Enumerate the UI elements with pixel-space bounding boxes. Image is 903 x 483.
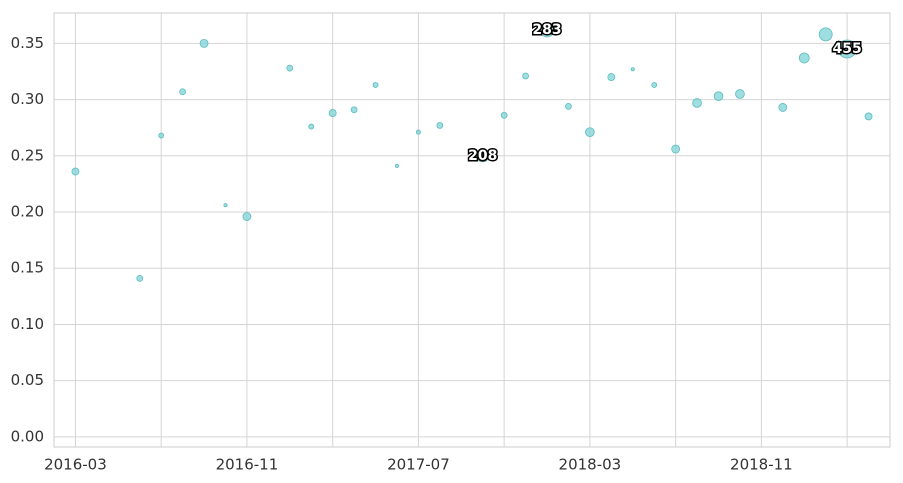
bubble: [476, 149, 490, 163]
x-tick-label: 2016-03: [44, 456, 107, 474]
y-tick-label: 0.00: [11, 427, 44, 445]
y-tick-label: 0.25: [11, 146, 44, 164]
bubble: [585, 127, 595, 137]
y-tick-label: 0.05: [11, 371, 44, 389]
y-tick-label: 0.30: [11, 90, 44, 108]
x-tick-label: 2017-07: [387, 456, 450, 474]
bubble: [223, 203, 228, 208]
bubble: [864, 112, 873, 121]
bubble: [199, 38, 209, 48]
bubble: [136, 274, 144, 282]
bubble: [286, 64, 294, 72]
bubble: [671, 144, 681, 154]
bubble: [372, 82, 379, 88]
bubble: [328, 109, 337, 117]
bubble: [565, 102, 572, 110]
x-tick-label: 2018-11: [730, 456, 793, 474]
bubble: [242, 212, 252, 221]
bubble: [778, 103, 788, 112]
size-label: 283: [532, 22, 561, 38]
bubble: [308, 123, 315, 130]
bubble: [415, 129, 421, 135]
bubble: [798, 52, 810, 64]
bubble: [607, 73, 616, 82]
bubble: [500, 111, 508, 119]
bubble: [630, 67, 635, 72]
bubble: [837, 39, 857, 59]
y-tick-label: 0.15: [11, 259, 44, 277]
bubble: [179, 88, 186, 96]
bubble: [692, 98, 702, 108]
bubble: [436, 122, 444, 129]
y-tick-label: 0.10: [11, 315, 44, 333]
y-tick-label: 0.20: [11, 203, 44, 221]
x-tick-label: 2018-03: [559, 456, 622, 474]
bubble: [350, 106, 358, 114]
bubble: [735, 89, 745, 99]
bubble: [539, 22, 555, 38]
bubble: [71, 167, 80, 176]
bubble: [818, 27, 833, 42]
bubble: [522, 72, 529, 80]
bubble: [394, 163, 400, 168]
bubble: [651, 82, 658, 88]
x-tick-label: 2016-11: [216, 456, 279, 474]
bubble: [713, 91, 724, 102]
plot-frame: [53, 12, 891, 448]
bubble: [158, 132, 165, 139]
size-label: 208: [468, 148, 497, 164]
size-label: 455: [833, 41, 862, 57]
y-tick-label: 0.35: [11, 34, 44, 52]
